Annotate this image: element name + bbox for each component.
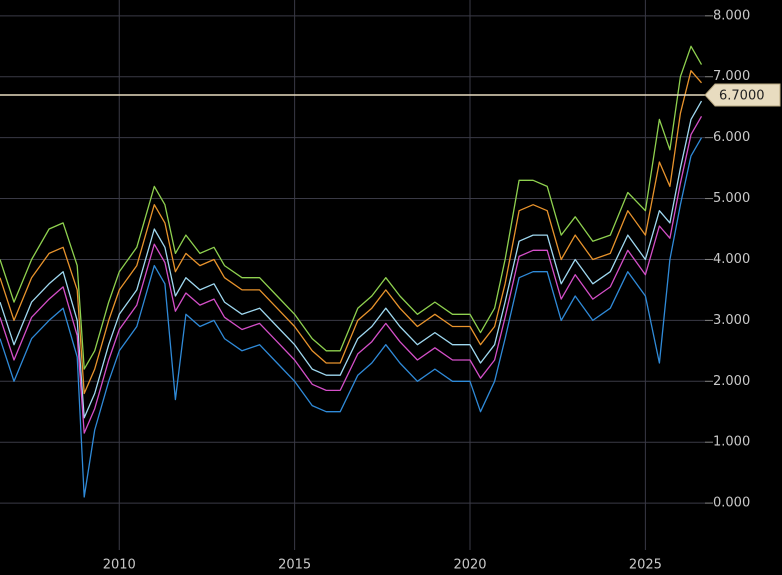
y-tick-label: 1.000 <box>713 435 750 450</box>
x-tick-label: 2025 <box>629 558 662 573</box>
series-line <box>0 100 703 419</box>
price-tag <box>704 83 781 107</box>
y-tick-label: 6.000 <box>713 130 750 145</box>
series-line <box>0 115 703 434</box>
x-tick-label: 2010 <box>103 558 136 573</box>
y-tick-label: 0.000 <box>713 496 750 511</box>
y-tick-label: 3.000 <box>713 313 750 328</box>
series-line <box>0 70 702 395</box>
y-tick-label: 7.000 <box>713 69 750 84</box>
series-line <box>0 137 703 498</box>
y-tick-label: 2.000 <box>713 374 750 389</box>
x-tick-label: 2020 <box>453 558 486 573</box>
y-tick-label: 8.000 <box>713 8 750 23</box>
price-label: 6.7000 <box>719 89 765 104</box>
y-tick-label: 4.000 <box>713 252 750 267</box>
series-line <box>0 45 703 370</box>
y-tick-label: 5.000 <box>713 191 750 206</box>
x-tick-label: 2015 <box>278 558 311 573</box>
